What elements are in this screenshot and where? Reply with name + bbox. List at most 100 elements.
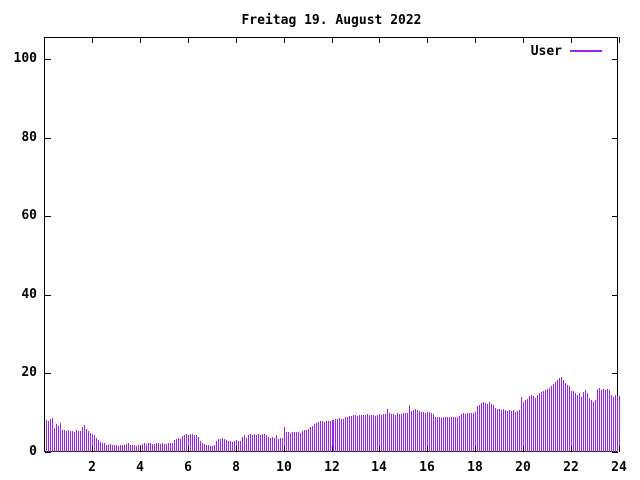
impulse-bar [142,444,143,452]
x-tick-label: 6 [184,460,192,475]
impulse-bar [74,431,75,452]
impulse-bar [387,409,388,452]
impulse-bar [541,392,542,452]
impulse-bar [537,395,538,452]
impulse-bar [481,403,482,452]
tick-mark [571,37,572,43]
impulse-bar [357,415,358,452]
impulse-bar [172,442,173,452]
impulse-bar [328,421,329,452]
legend-label: User [530,44,562,59]
x-tick-label: 20 [515,460,531,475]
impulse-bar [92,433,93,452]
impulse-bar [473,413,474,452]
impulse-bar [547,389,548,452]
impulse-bar [407,412,408,452]
impulse-bar [551,385,552,452]
impulse-bar [515,411,516,452]
x-tick-label: 22 [563,460,579,475]
impulse-bar [445,417,446,452]
impulse-bar [134,444,135,452]
impulse-bar [270,437,271,452]
impulse-bar [459,416,460,452]
impulse-bar [363,414,364,452]
tick-mark [427,446,428,452]
impulse-bar [112,444,113,452]
impulse-bar [375,415,376,452]
impulse-bar [284,426,285,452]
impulse-bar [46,420,47,452]
impulse-bar [260,434,261,452]
tick-mark [612,373,618,374]
impulse-bar [527,398,528,452]
impulse-bar [122,445,123,452]
tick-mark [45,138,51,139]
impulse-bar [82,426,83,452]
impulse-bar [583,391,584,452]
impulse-bar [190,433,191,452]
y-tick-label: 20 [21,365,37,380]
impulse-bar [158,442,159,452]
impulse-bar [429,411,430,452]
impulse-bar [371,414,372,452]
impulse-bar [326,420,327,452]
impulse-bar [523,401,524,452]
impulse-bar [192,433,193,452]
impulse-bar [545,390,546,452]
impulse-bar [539,393,540,452]
impulse-bar [62,429,63,452]
impulse-bar [230,441,231,452]
impulse-bar [409,404,410,452]
impulse-bar [415,408,416,452]
impulse-bar [206,444,207,452]
impulse-bar [280,437,281,452]
tick-mark [332,446,333,452]
impulse-bar [56,423,57,452]
impulse-bar [599,388,600,452]
impulse-bar [302,431,303,452]
impulse-bar [379,414,380,452]
impulse-bar [499,408,500,452]
tick-mark [236,446,237,452]
impulse-bar [343,418,344,452]
impulse-bar [264,433,265,452]
impulse-bar [256,435,257,452]
impulse-bar [294,432,295,452]
impulse-bar [262,433,263,452]
impulse-bar [170,442,171,452]
impulse-bar [619,395,620,452]
impulse-bar [413,410,414,452]
impulse-bar [525,400,526,452]
impulse-bar [322,421,323,452]
impulse-bar [186,434,187,452]
impulse-bar [246,437,247,452]
impulse-bar [417,409,418,452]
impulse-bar [563,379,564,452]
impulse-bar [120,444,121,452]
impulse-bar [341,419,342,452]
impulse-bar [178,438,179,452]
impulse-bar [333,420,334,452]
impulse-bar [399,414,400,452]
impulse-bar [220,438,221,452]
tick-mark [188,446,189,452]
impulse-bar [427,411,428,452]
impulse-bar [385,414,386,452]
impulse-bar [160,443,161,452]
impulse-bar [288,431,289,452]
tick-mark [523,37,524,43]
impulse-bar [298,431,299,452]
impulse-bar [162,443,163,452]
impulse-bar [457,417,458,452]
impulse-bar [138,445,139,452]
impulse-bar [487,404,488,452]
impulse-bar [349,415,350,452]
tick-mark [140,37,141,43]
x-tick-label: 14 [371,460,387,475]
impulse-bar [367,414,368,452]
impulse-bar [597,389,598,452]
tick-mark [236,37,237,43]
impulse-bar [557,380,558,452]
impulse-bar [423,412,424,452]
